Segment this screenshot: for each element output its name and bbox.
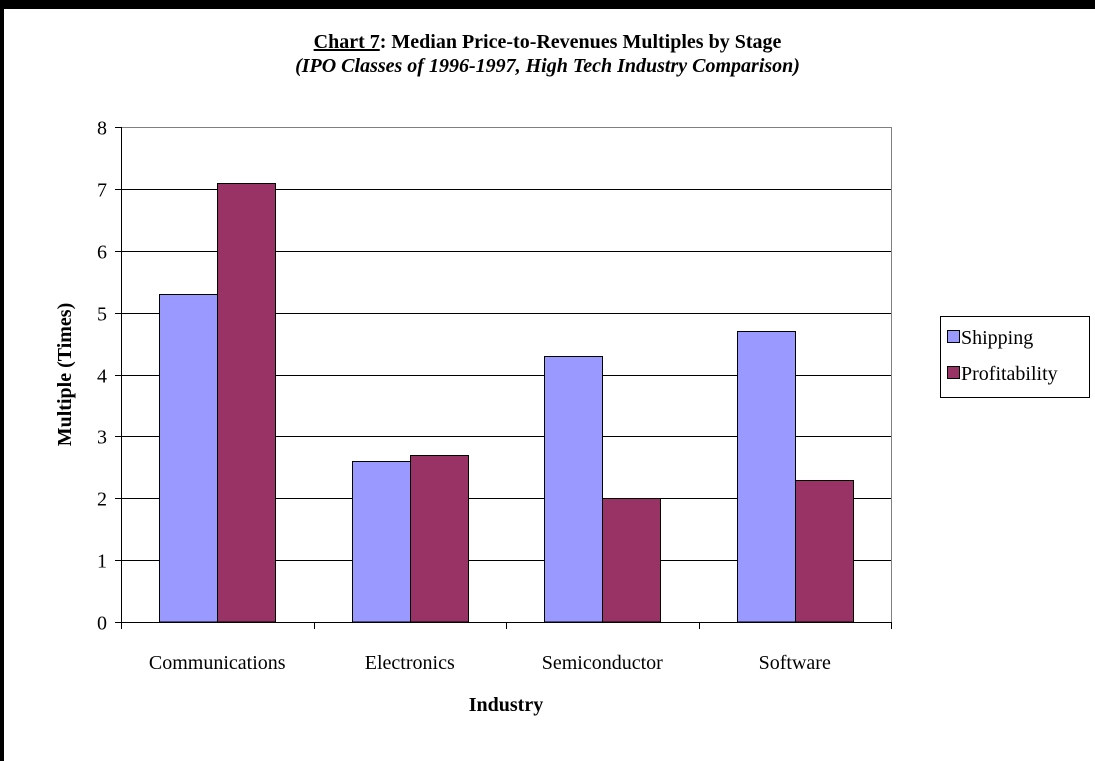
legend-label-profitability: Profitability xyxy=(961,363,1058,385)
chart-title-prefix: Chart 7 xyxy=(313,31,380,53)
y-tick-label: 1 xyxy=(97,551,107,573)
y-tick-label: 4 xyxy=(97,366,107,388)
y-tick-label: 3 xyxy=(97,427,107,449)
x-tick-label: Semiconductor xyxy=(542,652,663,674)
y-tick-label: 8 xyxy=(97,118,107,140)
bar-profitability-software xyxy=(795,480,854,623)
x-tick-label: Electronics xyxy=(365,652,455,674)
x-tick-label: Communications xyxy=(149,652,286,674)
bars xyxy=(159,183,854,623)
y-tick-label: 6 xyxy=(97,242,107,264)
legend-label-shipping: Shipping xyxy=(961,327,1033,349)
chart-title-block: Chart 7: Median Price-to-Revenues Multip… xyxy=(0,30,1095,78)
chart-title: Chart 7: Median Price-to-Revenues Multip… xyxy=(0,30,1095,54)
legend-box xyxy=(940,316,1090,398)
legend-swatch-shipping xyxy=(947,330,960,343)
bar-shipping-electronics xyxy=(352,461,411,623)
bar-profitability-semiconductor xyxy=(602,498,661,623)
bar-profitability-electronics xyxy=(410,455,469,623)
chart-title-rest: : Median Price-to-Revenues Multiples by … xyxy=(379,31,782,53)
bar-shipping-communications xyxy=(159,294,218,623)
bar-profitability-communications xyxy=(217,183,276,623)
y-tick-label: 7 xyxy=(97,180,107,202)
x-axis-title: Industry xyxy=(469,694,543,716)
bar-shipping-software xyxy=(737,331,796,623)
y-tick-label: 2 xyxy=(97,489,107,511)
y-tick-label: 0 xyxy=(97,613,107,635)
y-axis-title: Multiple (Times) xyxy=(54,303,76,447)
y-tick-label: 5 xyxy=(97,304,107,326)
legend-swatch-profitability xyxy=(947,366,960,379)
bar-shipping-semiconductor xyxy=(544,356,603,623)
legend: Shipping Profitability xyxy=(940,316,1090,398)
chart-subtitle: (IPO Classes of 1996-1997, High Tech Ind… xyxy=(295,55,800,77)
axes: 0 1 2 3 4 5 6 7 8 Communications Electronics Semico… xyxy=(54,118,892,716)
x-tick-label: Software xyxy=(759,652,831,674)
